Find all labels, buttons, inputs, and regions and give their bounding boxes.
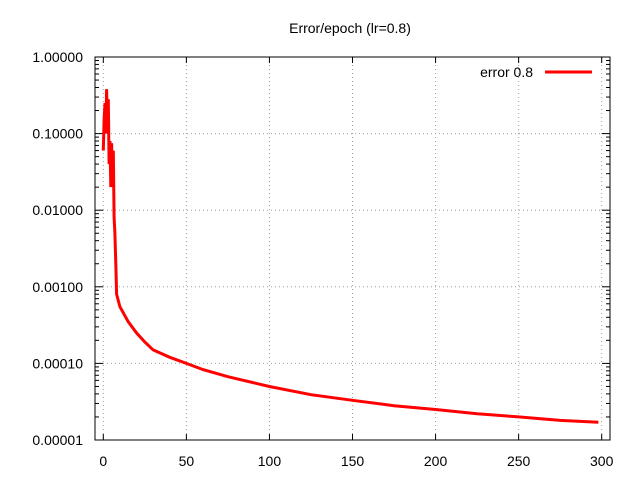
y-tick-label-2: 0.01000 xyxy=(32,202,83,218)
y-tick-label-0: 1.00000 xyxy=(32,49,83,65)
series-layer xyxy=(101,89,599,424)
y-tick-label-5: 0.00001 xyxy=(32,432,83,448)
x-tick-label-1: 50 xyxy=(179,453,195,469)
x-tick-label-0: 0 xyxy=(99,453,107,469)
grid xyxy=(95,57,610,440)
axes: 0 50 100 150 200 250 300 1.00000 0.10000 0.01000 0… xyxy=(32,49,613,469)
y-tick-label-4: 0.00010 xyxy=(32,355,83,371)
y-tick-label-3: 0.00100 xyxy=(32,279,83,295)
x-tick-label-6: 300 xyxy=(590,453,614,469)
y-tick-label-1: 0.10000 xyxy=(32,126,83,142)
legend: error 0.8 xyxy=(480,64,592,80)
legend-label-0: error 0.8 xyxy=(480,64,533,80)
x-tick-label-3: 150 xyxy=(341,453,365,469)
x-tick-label-4: 200 xyxy=(424,453,448,469)
plot-border xyxy=(94,56,611,441)
chart-title: Error/epoch (lr=0.8) xyxy=(289,20,411,36)
x-tick-label-2: 100 xyxy=(258,453,282,469)
series-line-0 xyxy=(101,89,599,424)
x-tick-label-5: 250 xyxy=(507,453,531,469)
